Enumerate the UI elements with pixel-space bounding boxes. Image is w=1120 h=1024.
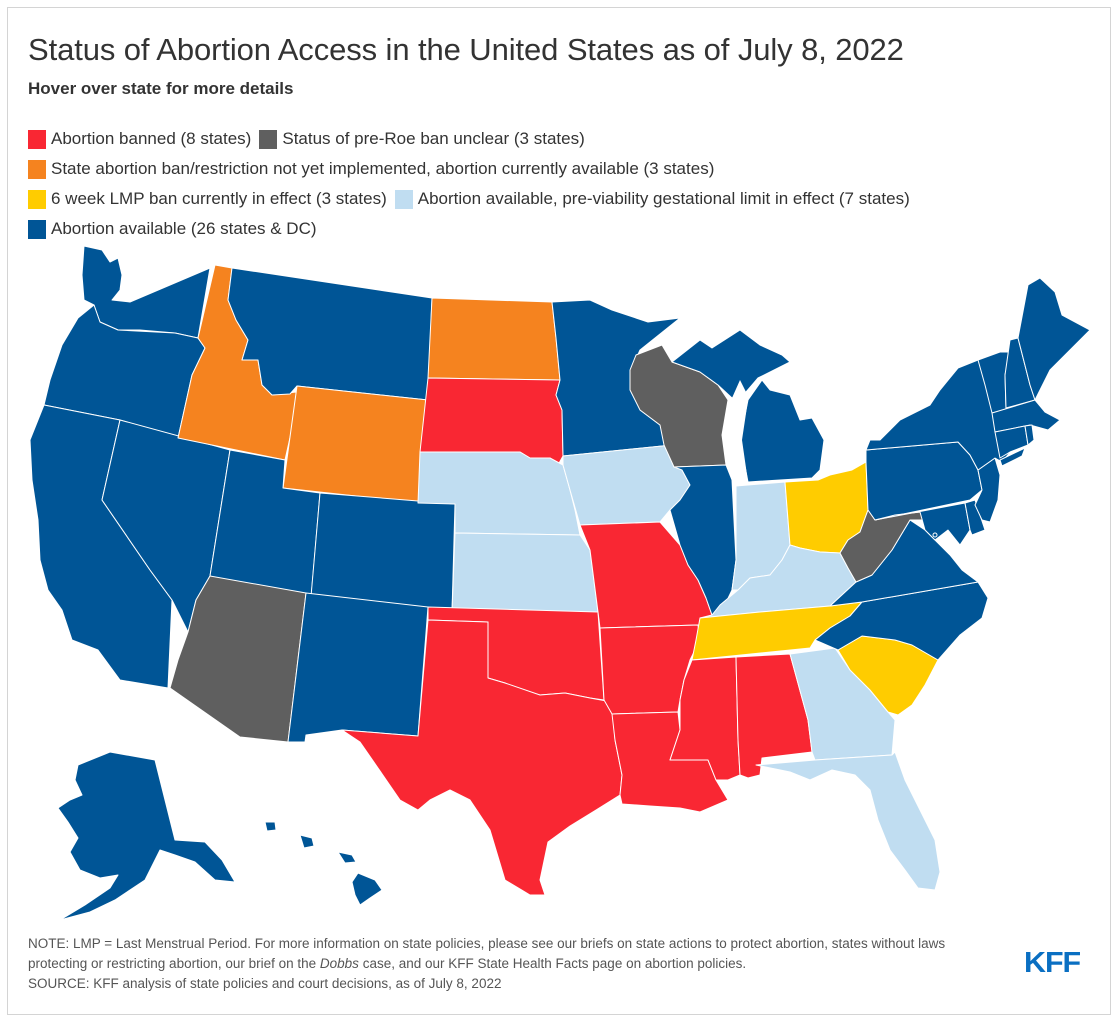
state-washington[interactable] bbox=[81, 245, 211, 339]
swatch-not-implemented bbox=[28, 159, 46, 179]
swatch-available bbox=[28, 219, 46, 239]
state-michigan[interactable] bbox=[739, 379, 825, 483]
swatch-gestational bbox=[394, 189, 413, 209]
legend-item-unclear[interactable]: Status of pre-Roe ban unclear (3 states) bbox=[259, 129, 585, 149]
state-connecticut[interactable] bbox=[994, 425, 1029, 459]
legend: Abortion banned (8 states) Status of pre… bbox=[28, 124, 918, 244]
state-colorado[interactable] bbox=[309, 492, 456, 613]
state-north-carolina[interactable] bbox=[814, 581, 989, 661]
state-hawaii-kauai[interactable] bbox=[264, 821, 277, 832]
swatch-unclear bbox=[259, 129, 278, 149]
state-hawaii-big-island[interactable] bbox=[351, 872, 383, 906]
state-illinois[interactable] bbox=[669, 464, 737, 616]
legend-item-gestational[interactable]: Abortion available, pre-viability gestat… bbox=[394, 189, 910, 209]
swatch-six-week bbox=[28, 189, 46, 209]
legend-item-available[interactable]: Abortion available (26 states & DC) bbox=[28, 219, 317, 239]
footer-notes: NOTE: LMP = Last Menstrual Period. For m… bbox=[28, 934, 988, 994]
state-north-dakota[interactable] bbox=[427, 297, 561, 381]
page-title: Status of Abortion Access in the United … bbox=[28, 32, 904, 67]
legend-item-banned[interactable]: Abortion banned (8 states) bbox=[28, 129, 251, 149]
state-dc[interactable] bbox=[932, 532, 938, 538]
state-florida[interactable] bbox=[755, 751, 941, 891]
state-new-york-long-island[interactable] bbox=[999, 447, 1026, 467]
state-maine[interactable] bbox=[1017, 277, 1091, 401]
state-michigan-upper[interactable] bbox=[671, 329, 791, 399]
state-hawaii-maui[interactable] bbox=[337, 851, 357, 864]
swatch-banned bbox=[28, 129, 46, 149]
source-text: SOURCE: KFF analysis of state policies a… bbox=[28, 976, 502, 991]
state-delaware[interactable] bbox=[964, 499, 986, 536]
legend-item-six-week[interactable]: 6 week LMP ban currently in effect (3 st… bbox=[28, 189, 387, 209]
state-alaska[interactable] bbox=[57, 751, 236, 920]
state-georgia[interactable] bbox=[789, 647, 896, 761]
subtitle: Hover over state for more details bbox=[28, 79, 294, 98]
us-map bbox=[0, 240, 1120, 920]
kff-logo: KFF bbox=[1024, 947, 1081, 979]
state-wyoming[interactable] bbox=[282, 385, 429, 504]
state-hawaii-oahu[interactable] bbox=[299, 834, 315, 849]
state-kansas[interactable] bbox=[451, 532, 599, 613]
note-text: NOTE: LMP = Last Menstrual Period. For m… bbox=[28, 936, 946, 971]
legend-item-not-implemented[interactable]: State abortion ban/restriction not yet i… bbox=[28, 159, 714, 179]
state-texas[interactable] bbox=[341, 619, 623, 896]
lake-michigan bbox=[732, 380, 748, 482]
state-new-mexico[interactable] bbox=[287, 592, 429, 743]
state-new-jersey[interactable] bbox=[974, 457, 1001, 523]
state-rhode-island[interactable] bbox=[1024, 424, 1035, 446]
